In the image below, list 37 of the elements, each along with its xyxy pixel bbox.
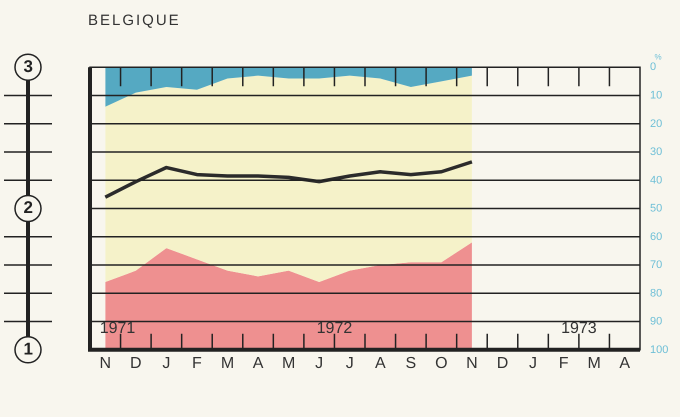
chart-title: BELGIQUE	[88, 12, 181, 29]
x-tick-label: J	[346, 354, 354, 372]
annotation: 1972	[316, 320, 352, 338]
x-tick-label: D	[496, 354, 508, 372]
x-tick-label: M	[282, 354, 296, 372]
x-tick-label: J	[315, 354, 324, 372]
y-tick-label: 20	[650, 118, 662, 130]
y-tick-label: 40	[650, 174, 662, 186]
x-tick-label: S	[405, 354, 416, 372]
y-tick-label: 0	[650, 61, 656, 74]
x-tick-label: N	[99, 354, 112, 372]
x-tick-label: M	[220, 354, 234, 372]
x-tick-label: J	[162, 354, 170, 372]
x-tick-label: O	[435, 354, 448, 372]
y2-tick-label: 2	[24, 198, 33, 218]
x-tick-label: J	[529, 354, 538, 372]
y-tick-label: 100	[650, 344, 668, 356]
y-axis-title: %	[654, 52, 662, 62]
y-tick-label: 80	[650, 287, 662, 300]
y-tick-label: 90	[650, 316, 662, 328]
x-tick-label: A	[374, 354, 386, 372]
x-tick-label: N	[466, 354, 478, 372]
y-tick-label: 60	[650, 230, 662, 243]
x-tick-label: A	[619, 354, 630, 372]
annotation: 1971	[100, 320, 136, 338]
y-tick-label: 30	[650, 146, 662, 158]
y-tick-label: 50	[650, 202, 662, 215]
x-tick-label: M	[588, 354, 601, 372]
annotation: 1973	[561, 320, 597, 338]
y2-tick-label: 1	[24, 339, 33, 358]
x-tick-label: F	[558, 354, 569, 372]
y-tick-label: 70	[650, 259, 662, 272]
x-tick-label: F	[192, 354, 202, 372]
y-tick-label: 10	[650, 89, 662, 102]
y2-tick-label: 3	[24, 56, 33, 76]
x-tick-label: A	[252, 354, 264, 372]
x-tick-label: D	[130, 354, 142, 372]
